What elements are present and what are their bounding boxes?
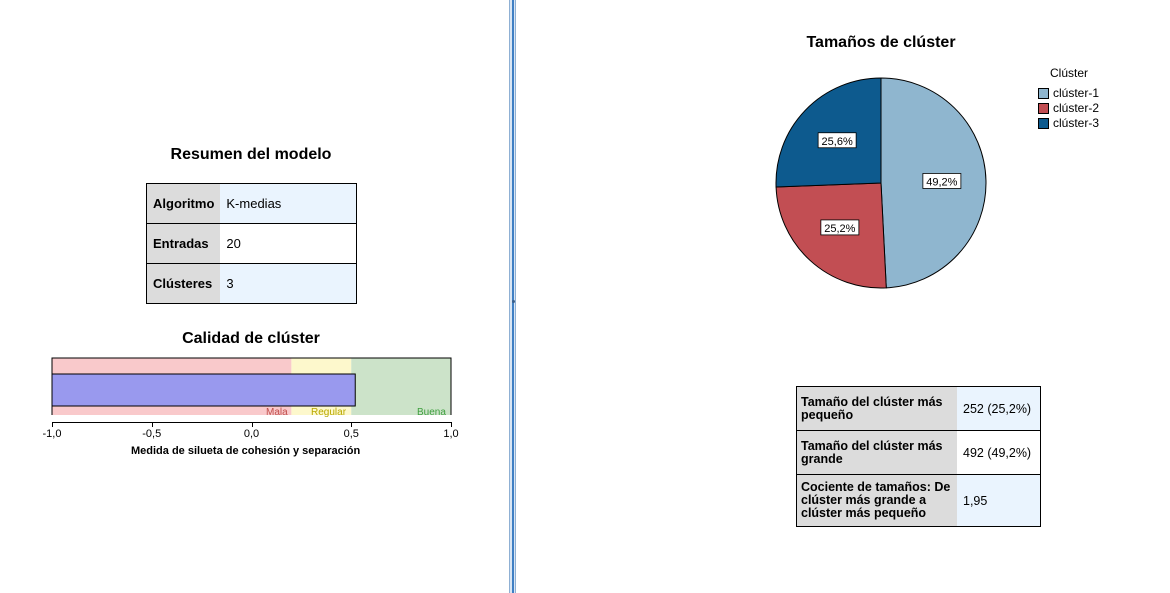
- table-row: Tamaño del clúster más pequeño 252 (25,2…: [796, 386, 1041, 431]
- quality-frame: [51, 357, 452, 415]
- pie-data-label: 49,2%: [922, 173, 962, 189]
- summary-value: 20: [220, 223, 358, 264]
- splitter-grip-icon[interactable]: [512, 300, 515, 303]
- pie-data-label: 25,2%: [820, 219, 860, 236]
- size-value: 252 (25,2%): [957, 386, 1041, 431]
- cluster-quality-chart: [51, 357, 452, 415]
- model-summary-panel: Resumen del modelo Algoritmo K-medias En…: [0, 0, 509, 593]
- legend-item: clúster-2: [1038, 101, 1099, 115]
- axis-tick-mark: [52, 422, 53, 427]
- size-key: Cociente de tamaños: De clúster más gran…: [796, 474, 957, 527]
- summary-value: 3: [220, 263, 358, 304]
- axis-tick-mark: [451, 422, 452, 427]
- pie-data-label: 25,6%: [817, 132, 857, 149]
- table-row: Algoritmo K-medias: [146, 183, 358, 224]
- axis-tick-label: -1,0: [42, 428, 62, 440]
- silhouette-bar: [51, 373, 356, 407]
- legend-title: Clúster: [1050, 66, 1089, 80]
- summary-title: Resumen del modelo: [170, 146, 332, 163]
- legend-label: clúster-2: [1053, 101, 1100, 115]
- size-table: Tamaño del clúster más pequeño 252 (25,2…: [796, 386, 1041, 527]
- legend-swatch: [1038, 102, 1049, 114]
- svg-text:49,2%: 49,2%: [926, 176, 957, 188]
- table-row: Tamaño del clúster más grande 492 (49,2%…: [796, 430, 1041, 475]
- size-value: 492 (49,2%): [957, 430, 1041, 475]
- size-value: 1,95: [957, 474, 1041, 527]
- size-key: Tamaño del clúster más grande: [796, 430, 957, 475]
- axis-tick-label: 0,5: [343, 428, 359, 440]
- summary-table: Algoritmo K-medias Entradas 20 Clústeres…: [146, 183, 358, 304]
- legend-swatch: [1038, 117, 1049, 129]
- sizes-title: Tamaños de clúster: [806, 34, 956, 51]
- zone-buena: [351, 358, 451, 415]
- summary-key: Entradas: [146, 223, 221, 264]
- axis-tick-label: 1,0: [443, 428, 459, 440]
- cluster-sizes-panel: Tamaños de clúster 49,2% 25,2% 25,6% Clúst…: [516, 0, 1170, 593]
- legend-label: clúster-1: [1053, 86, 1100, 100]
- zone-label-regular: Regular: [311, 407, 347, 418]
- svg-text:25,2%: 25,2%: [824, 223, 855, 235]
- legend-label: clúster-3: [1053, 116, 1100, 130]
- summary-key: Algoritmo: [146, 183, 221, 224]
- axis-tick-mark: [351, 422, 353, 427]
- table-row: Clústeres 3: [146, 263, 358, 304]
- axis-tick-label: -0,5: [142, 428, 162, 440]
- axis-tick-label: 0,0: [243, 428, 260, 440]
- legend-swatch: [1038, 87, 1049, 99]
- size-key: Tamaño del clúster más pequeño: [796, 386, 957, 431]
- axis-tick-mark: [251, 422, 253, 427]
- quality-axis-title: Medida de silueta de cohesión y separaci…: [131, 445, 361, 457]
- table-row: Cociente de tamaños: De clúster más gran…: [796, 474, 1041, 527]
- summary-value: K-medias: [220, 183, 358, 224]
- axis-line: [52, 422, 451, 423]
- summary-key: Clústeres: [146, 263, 221, 304]
- svg-text:25,6%: 25,6%: [822, 136, 853, 148]
- quality-title: Calidad de clúster: [182, 330, 320, 347]
- zone-label-buena: Buena: [417, 407, 446, 418]
- legend-item: clúster-1: [1038, 86, 1099, 100]
- pie-slice-clúster-2: [775, 182, 887, 289]
- axis-tick-mark: [151, 422, 153, 427]
- splitter-line: [512, 0, 514, 593]
- table-row: Entradas 20: [146, 223, 358, 264]
- legend-item: clúster-3: [1038, 116, 1099, 130]
- cluster-size-pie: 49,2% 25,2% 25,6%: [775, 77, 987, 289]
- zone-label-mala: Mala: [266, 407, 288, 418]
- panel-splitter[interactable]: [509, 0, 516, 593]
